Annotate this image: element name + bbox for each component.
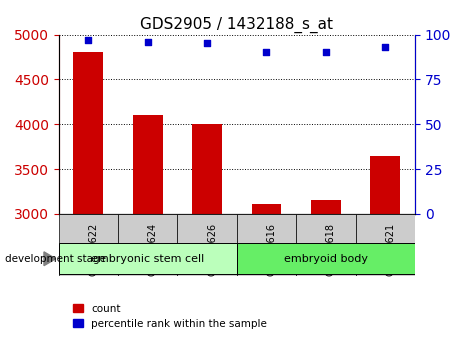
Bar (118, 214, 177, 276)
Point (322, 50, 329, 55)
Text: GSM72618: GSM72618 (326, 223, 336, 276)
Text: GSM72616: GSM72616 (267, 223, 276, 276)
Bar (355, 214, 415, 276)
Point (382, 44, 389, 50)
Bar (237, 243, 415, 274)
Bar (59, 214, 118, 276)
Bar (296, 214, 355, 276)
Bar (192, 124, 222, 214)
Text: GSM72621: GSM72621 (385, 223, 395, 276)
Polygon shape (44, 252, 56, 266)
Text: GSM72626: GSM72626 (207, 223, 217, 276)
Bar (237, 214, 296, 276)
Bar (252, 204, 281, 214)
Bar (74, 52, 103, 214)
Bar (311, 199, 341, 214)
Text: embryonic stem cell: embryonic stem cell (91, 254, 204, 264)
Title: GDS2905 / 1432188_s_at: GDS2905 / 1432188_s_at (140, 17, 333, 33)
Legend: count, percentile rank within the sample: count, percentile rank within the sample (69, 299, 272, 333)
Text: GSM72622: GSM72622 (88, 223, 98, 276)
Point (144, 39, 152, 45)
Point (85, 37, 92, 43)
Bar (59, 243, 237, 274)
Bar (133, 115, 162, 214)
Bar (370, 156, 400, 214)
Text: embryoid body: embryoid body (284, 254, 368, 264)
Text: GSM72624: GSM72624 (148, 223, 158, 276)
Bar (177, 214, 237, 276)
Point (263, 50, 270, 55)
Text: development stage: development stage (5, 254, 106, 264)
Point (203, 41, 211, 46)
